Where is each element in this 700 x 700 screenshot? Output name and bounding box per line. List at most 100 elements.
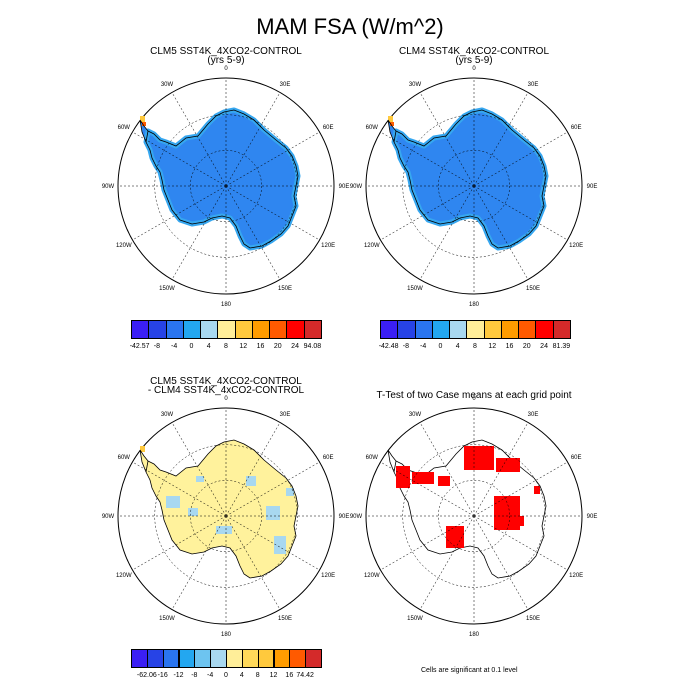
significant-cell [412, 472, 434, 484]
colorbar-label: 8 [255, 672, 260, 679]
colorbar-box [286, 320, 305, 339]
colorbar-box [466, 320, 485, 339]
longitude-label: 0 [224, 66, 228, 72]
peninsula-coastline [139, 119, 149, 143]
colorbar-label: 24 [291, 343, 299, 350]
colorbar-box [210, 649, 227, 668]
panel1-polar-map: 0 30E 60E 90E 120E 150E 180 150W 120W 90W 60W 30W [102, 66, 350, 308]
colorbar-box [449, 320, 468, 339]
meridian-line [473, 92, 529, 187]
negative-difference-cell [188, 508, 198, 516]
longitude-label: 30W [409, 82, 422, 88]
colorbar-box [194, 649, 212, 668]
panel2-title-line1: CLM4 SST4K_4xCO2-CONTROL [398, 46, 550, 57]
longitude-label: 60E [323, 455, 334, 461]
longitude-label: 60W [366, 455, 379, 461]
longitude-label: 150W [407, 616, 423, 622]
colorbar-label: 8 [473, 343, 477, 350]
panel4-title: T-Test of two Case means at each grid po… [376, 390, 572, 401]
longitude-label: 180 [221, 302, 232, 308]
meridian-line [171, 515, 227, 610]
longitude-label: 150W [407, 286, 423, 292]
panel3-polar-map: 0 30E 60E 90E 120E 150E 180 150W 120W 90W 60W 30W [102, 396, 350, 638]
colorbar-box [182, 320, 202, 339]
latitude-circle [402, 444, 546, 588]
colorbar-box [289, 649, 307, 668]
colorbar-box [178, 649, 196, 668]
longitude-label: 150W [159, 286, 175, 292]
longitude-label: 60E [571, 125, 582, 131]
longitude-label: 120W [116, 243, 132, 249]
longitude-label: 150W [159, 616, 175, 622]
longitude-label: 60W [118, 125, 131, 131]
meridian-line [225, 92, 281, 187]
figure-title: MAM FSA (W/m^2) [256, 14, 444, 39]
longitude-label: 0 [472, 396, 476, 402]
negative-difference-cell [196, 476, 204, 482]
colorbar-label: 8 [224, 343, 228, 350]
longitude-label: 30W [161, 412, 174, 418]
colorbar-panel3: -62.06 -16 -12 -8 -4 0 4 8 12 16 74.42 [131, 649, 322, 689]
colorbar-box [380, 320, 399, 339]
colorbar-label: 16 [256, 343, 265, 350]
longitude-label: 120W [364, 243, 380, 249]
longitude-label: 0 [224, 396, 228, 402]
colorbar-box [303, 320, 322, 339]
peninsula-coastline [387, 449, 397, 473]
colorbar-label: 0 [438, 343, 443, 350]
colorbar-label: -4 [171, 343, 178, 350]
longitude-label: 0 [472, 66, 476, 72]
meridian-line [419, 515, 475, 610]
colorbar-label: -4 [420, 343, 427, 350]
peninsula-coastline [139, 449, 149, 473]
colorbar-box [518, 320, 537, 339]
peninsula-coastline [387, 119, 397, 143]
latitude-circle [154, 444, 298, 588]
panel4-polar-map: 0 30E 60E 90E 120E 150E 180 150W 120W 90W 60W 30W [350, 396, 598, 638]
longitude-label: 30E [528, 82, 539, 88]
meridian-line [473, 185, 529, 280]
longitude-label: 30W [409, 412, 422, 418]
longitude-label: 120E [321, 243, 335, 249]
negative-difference-cell [216, 526, 232, 534]
colorbar-box [257, 649, 275, 668]
colorbar-label: 16 [505, 343, 514, 350]
colorbar-box [217, 320, 236, 339]
colorbar-label: -12 [173, 672, 184, 679]
peninsula-warm-cell [140, 116, 145, 122]
colorbar-label: 16 [285, 672, 294, 679]
meridian-line [473, 515, 529, 610]
longitude-label: 150E [278, 616, 292, 622]
longitude-label: 30W [161, 82, 174, 88]
latitude-circle [402, 114, 546, 258]
meridian-line [171, 92, 227, 187]
colorbar-box [251, 320, 271, 339]
colorbar-box [535, 320, 554, 339]
longitude-label: 120W [364, 573, 380, 579]
longitude-label: 90W [350, 514, 363, 520]
colorbar-label: -62.06 [136, 672, 157, 679]
longitude-label: 60E [323, 125, 334, 131]
peninsula-fill [140, 450, 148, 472]
colorbar-box [131, 649, 148, 668]
longitude-label: 180 [469, 302, 480, 308]
colorbar-box [414, 320, 433, 339]
significance-note: Cells are significant at 0.1 level [421, 667, 518, 674]
longitude-label: 30E [528, 412, 539, 418]
colorbar-label: 74.42 [296, 672, 314, 679]
meridian-line [419, 92, 475, 187]
longitude-label: 120E [321, 573, 335, 579]
meridian-line [132, 131, 227, 187]
colorbar-label: -16 [157, 672, 168, 679]
longitude-label: 90E [587, 184, 598, 190]
longitude-label: 30E [280, 82, 291, 88]
significant-cell [438, 476, 450, 486]
panel3-title-line2: - CLM4 SST4K_4xCO2-CONTROL [147, 385, 305, 396]
meridian-line [132, 461, 227, 517]
colorbar-box [241, 649, 259, 668]
colorbar-label: -42.57 [129, 343, 150, 350]
longitude-label: 90W [102, 184, 115, 190]
colorbar-label: 12 [488, 343, 497, 350]
meridian-line [132, 185, 227, 241]
colorbar-box [148, 320, 167, 339]
